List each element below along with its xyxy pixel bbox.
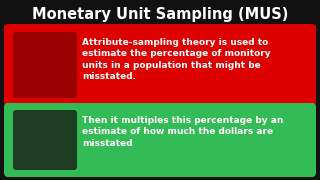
Text: Attribute-sampling theory is used to
estimate the percentage of monitory
units i: Attribute-sampling theory is used to est… — [82, 38, 271, 81]
FancyBboxPatch shape — [4, 103, 316, 177]
Text: Then it multiples this percentage by an
estimate of how much the dollars are
mis: Then it multiples this percentage by an … — [82, 116, 284, 148]
FancyBboxPatch shape — [13, 110, 77, 170]
FancyBboxPatch shape — [4, 24, 316, 106]
Text: Monetary Unit Sampling (MUS): Monetary Unit Sampling (MUS) — [32, 6, 288, 21]
FancyBboxPatch shape — [13, 32, 77, 98]
